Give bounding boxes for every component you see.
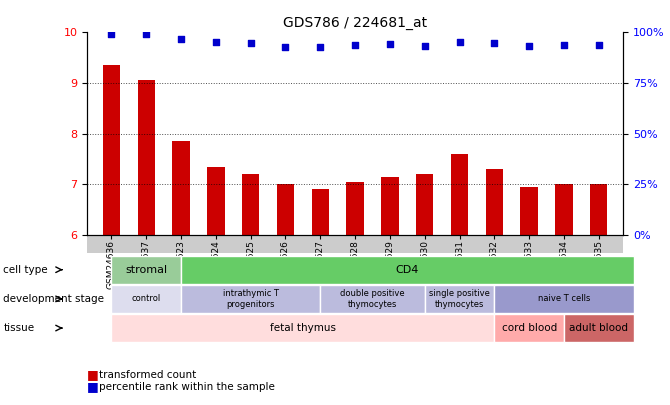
Text: cord blood: cord blood [502,323,557,333]
Text: CD4: CD4 [395,265,419,275]
Bar [590,184,608,235]
Point [106,31,117,38]
Bar [103,65,120,235]
Bar [137,81,155,235]
Bar [242,174,259,235]
Bar [451,154,468,235]
Point [489,39,500,46]
Bar [381,177,399,235]
Text: development stage: development stage [3,294,105,304]
Bar [172,141,190,235]
Point [524,43,535,49]
Text: naive T cells: naive T cells [538,294,590,303]
Bar [346,182,364,235]
Text: ■: ■ [87,368,99,381]
Point [385,40,395,47]
Text: double positive
thymocytes: double positive thymocytes [340,289,405,309]
Bar [416,174,433,235]
Bar [312,189,329,235]
Text: control: control [131,294,161,303]
Text: tissue: tissue [3,323,34,333]
Text: percentile rank within the sample: percentile rank within the sample [99,382,275,392]
Point [350,41,360,48]
Bar [207,166,224,235]
Text: cell type: cell type [3,265,48,275]
Point [141,31,151,38]
Bar [555,184,573,235]
Text: ■: ■ [87,380,99,393]
Point [419,43,430,49]
Point [594,41,604,48]
Point [176,36,186,43]
Point [245,39,256,46]
Text: single positive
thymocytes: single positive thymocytes [429,289,490,309]
Text: fetal thymus: fetal thymus [270,323,336,333]
Title: GDS786 / 224681_at: GDS786 / 224681_at [283,16,427,30]
Text: intrathymic T
progenitors: intrathymic T progenitors [222,289,279,309]
Text: stromal: stromal [125,265,168,275]
Point [454,38,465,45]
Point [559,41,570,48]
Point [280,43,291,50]
Bar [521,187,538,235]
Text: adult blood: adult blood [570,323,628,333]
Point [210,38,221,45]
Point [315,43,326,50]
Bar [277,184,294,235]
Bar [486,169,503,235]
Text: transformed count: transformed count [99,370,196,379]
